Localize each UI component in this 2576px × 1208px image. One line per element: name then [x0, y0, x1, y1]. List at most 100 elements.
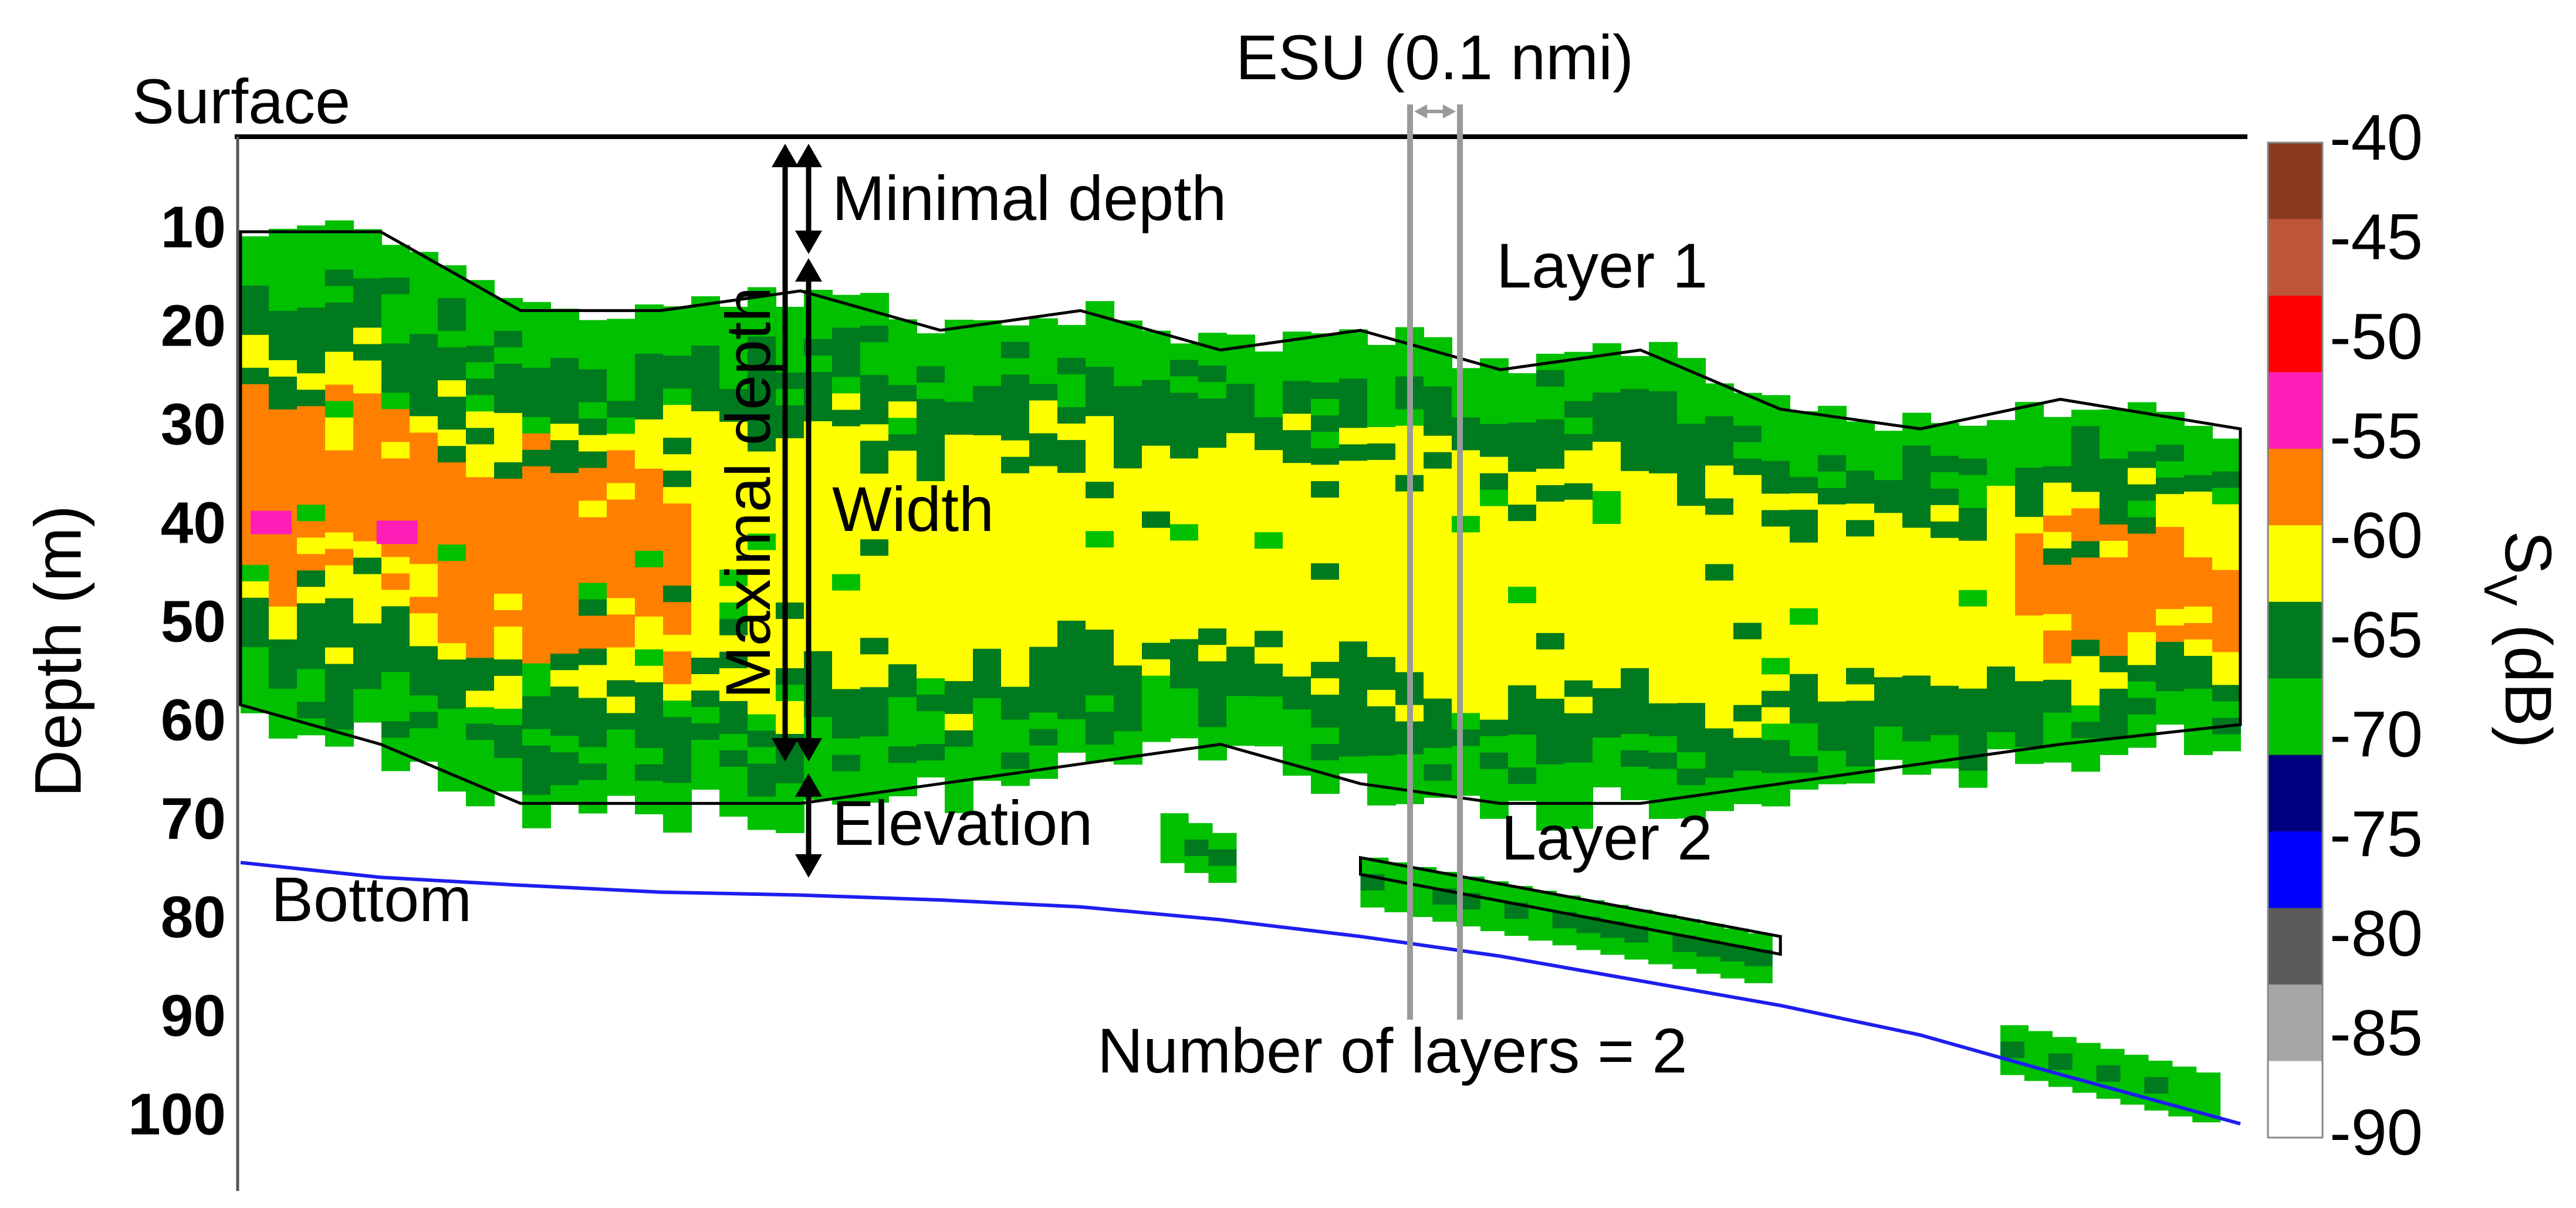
layer2-outline: [1358, 855, 1782, 956]
echo-cell: [663, 421, 692, 439]
echo-cell: [1339, 510, 1368, 527]
echo-cell: [1818, 668, 1847, 686]
echo-cell: [438, 528, 466, 546]
echo-cell: [917, 596, 945, 614]
echo-cell: [1283, 726, 1311, 743]
echo-cell: [1959, 425, 1987, 443]
echo-cell: [1198, 710, 1227, 728]
echo-cell: [1339, 740, 1368, 757]
echo-cell: [607, 729, 635, 747]
echo-cell: [635, 402, 664, 420]
echo-cell: [945, 516, 973, 534]
echo-cell: [1170, 425, 1199, 443]
echo-cell: [1142, 462, 1171, 479]
layer2-cell: [1696, 956, 1725, 974]
echo-cell: [917, 333, 945, 351]
echo-cell: [1649, 801, 1678, 819]
echo-cell: [2071, 623, 2100, 641]
echo-cell: [1367, 706, 1396, 723]
echo-cell: [1818, 586, 1847, 604]
echo-cell: [663, 339, 692, 357]
echo-cell: [1029, 548, 1058, 566]
echo-cell: [1649, 621, 1678, 638]
echo-cell: [832, 525, 861, 542]
echo-cell: [832, 344, 861, 361]
echo-cell: [1142, 708, 1171, 726]
echo-cell: [438, 577, 466, 595]
echo-cell: [1480, 424, 1509, 441]
echo-cell: [579, 369, 607, 387]
echo-cell: [494, 593, 523, 611]
echo-cell: [691, 444, 720, 461]
echo-cell: [1621, 602, 1649, 620]
echo-cell: [635, 337, 664, 354]
echo-cell: [2156, 576, 2185, 594]
echo-cell: [1564, 368, 1593, 385]
echo-cell: [410, 367, 438, 384]
echo-cell: [2184, 655, 2213, 673]
echo-cell: [1170, 622, 1199, 640]
echo-cell: [466, 346, 495, 363]
echo-cell: [607, 417, 635, 435]
echo-cell: [1536, 698, 1565, 716]
deep-patch-cell: [2072, 1059, 2101, 1077]
echo-cell: [325, 549, 354, 566]
echo-cell: [1283, 479, 1311, 497]
echo-cell: [1762, 559, 1790, 577]
echo-cell: [438, 298, 466, 316]
echo-cell: [1762, 658, 1790, 675]
echo-cell: [353, 574, 382, 591]
echo-cell: [579, 385, 607, 403]
layer1-tail-cell: [1184, 856, 1213, 873]
echo-cell: [691, 739, 720, 757]
echo-cell: [522, 384, 551, 401]
echo-cell: [1621, 586, 1649, 603]
echo-cell: [550, 588, 579, 605]
layer1-tail-cell: [1160, 846, 1189, 864]
echo-cell: [438, 314, 466, 332]
echo-cell: [1846, 487, 1875, 505]
echo-cell: [1733, 655, 1762, 673]
echo-cell: [917, 645, 945, 663]
echo-cell: [1452, 516, 1480, 533]
echo-cell: [410, 432, 438, 450]
echo-cell: [1677, 719, 1706, 737]
echo-cell: [1959, 770, 1987, 788]
echo-cell: [1367, 427, 1396, 444]
echo-cell: [494, 774, 523, 791]
deep-patch-cell: [2144, 1060, 2173, 1078]
esu-band-left: [1407, 104, 1413, 1020]
echo-cell: [888, 336, 917, 353]
echo-cell: [1536, 682, 1565, 699]
echo-cell: [1621, 405, 1649, 422]
echo-cell: [269, 475, 298, 492]
echo-cell: [748, 369, 776, 387]
echo-cell: [2100, 721, 2128, 739]
echo-cell: [719, 306, 748, 324]
echo-cell: [579, 780, 607, 797]
echo-cell: [1705, 728, 1734, 746]
echo-cell: [1311, 645, 1340, 663]
echo-cell: [1480, 571, 1509, 589]
echo-cell: [1931, 455, 1959, 473]
echo-cell: [748, 484, 776, 502]
echo-cell: [1536, 632, 1565, 650]
echo-cell: [381, 557, 410, 574]
echo-cell: [1114, 337, 1142, 354]
echo-cell: [635, 517, 664, 535]
echo-cell: [663, 503, 692, 521]
echo-cell: [1311, 498, 1340, 515]
echo-cell: [888, 598, 917, 616]
echo-cell: [579, 533, 607, 551]
echo-cell: [1480, 506, 1509, 523]
echo-cell: [832, 771, 861, 789]
echo-cell: [2043, 466, 2072, 483]
echo-cell: [607, 696, 635, 714]
echo-cell: [945, 434, 973, 452]
echo-cell: [1057, 686, 1086, 703]
echo-cell: [635, 468, 664, 486]
echo-cell: [945, 648, 973, 665]
echo-cell: [663, 586, 692, 603]
echo-cell: [1283, 660, 1311, 678]
